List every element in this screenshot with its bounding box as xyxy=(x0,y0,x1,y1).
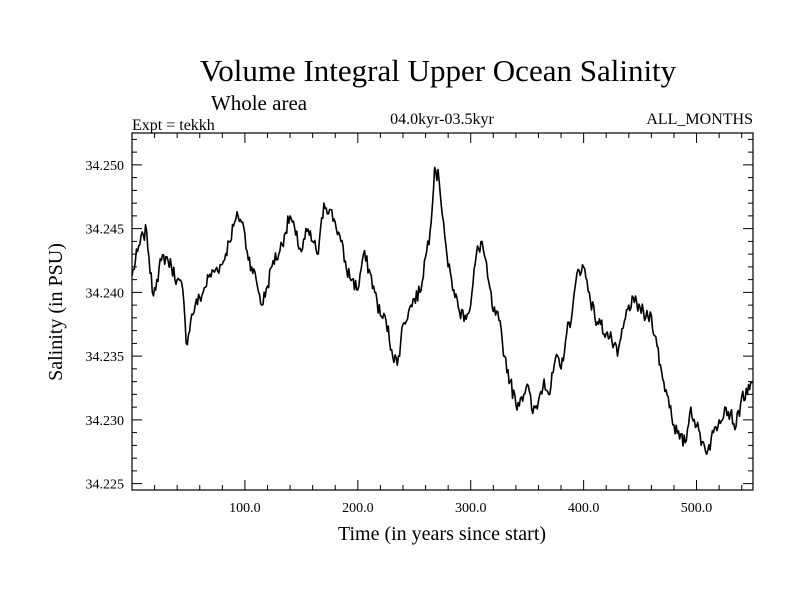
months-label: ALL_MONTHS xyxy=(646,111,753,128)
x-axis: 100.0 200.0 300.0 400.0 500.0 xyxy=(154,133,743,516)
x-tick-label: 300.0 xyxy=(455,501,487,516)
chart-subtitle: Whole area xyxy=(211,91,308,115)
x-axis-label: Time (in years since start) xyxy=(338,523,546,545)
chart-title: Volume Integral Upper Ocean Salinity xyxy=(200,53,677,88)
x-tick-label: 400.0 xyxy=(568,501,600,516)
x-tick-label: 200.0 xyxy=(342,501,374,516)
y-axis-label: Salinity (in PSU) xyxy=(45,243,67,381)
y-tick-label: 34.235 xyxy=(86,350,125,365)
period-label: 04.0kyr-03.5kyr xyxy=(390,111,494,128)
x-tick-label: 100.0 xyxy=(229,501,261,516)
y-tick-label: 34.225 xyxy=(86,478,125,493)
y-tick-label: 34.245 xyxy=(86,223,125,238)
y-tick-label: 34.250 xyxy=(86,159,125,174)
y-tick-label: 34.240 xyxy=(86,286,125,301)
y-tick-label: 34.230 xyxy=(86,414,125,429)
y-axis: 34.225 34.230 34.235 34.240 34.245 34.250 xyxy=(86,138,753,493)
salinity-series-line xyxy=(131,166,754,456)
experiment-label: Expt = tekkh xyxy=(132,117,215,134)
x-tick-label: 500.0 xyxy=(681,501,713,516)
plot-frame xyxy=(131,132,754,491)
